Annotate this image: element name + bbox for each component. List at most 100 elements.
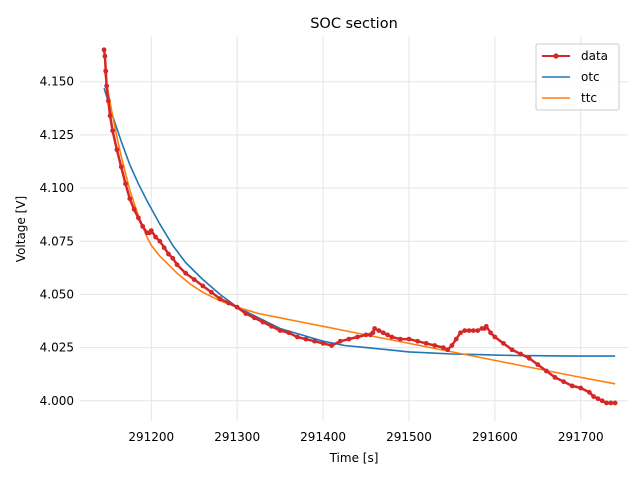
data-point xyxy=(312,338,317,344)
data-point xyxy=(355,334,360,340)
data-point xyxy=(552,374,558,380)
data-point xyxy=(509,347,515,353)
data-point xyxy=(397,336,403,342)
data-point xyxy=(153,234,158,240)
data-point xyxy=(157,238,163,244)
data-point xyxy=(385,332,390,338)
legend-item-otc: otc xyxy=(542,70,600,84)
data-point xyxy=(107,113,113,119)
data-point xyxy=(101,47,107,53)
legend-item-ttc: ttc xyxy=(542,91,597,105)
data-point xyxy=(591,394,597,399)
data-point xyxy=(569,383,575,389)
data-point xyxy=(370,330,376,336)
x-tick-label: 291700 xyxy=(558,430,604,444)
data-point xyxy=(226,300,231,306)
data-point xyxy=(406,336,412,342)
data-point xyxy=(123,181,128,187)
y-tick-label: 4.150 xyxy=(40,75,74,89)
chart-title: SOC section xyxy=(310,16,398,32)
data-point xyxy=(191,277,197,282)
data-point xyxy=(595,396,601,402)
data-point xyxy=(294,334,300,340)
data-point xyxy=(501,340,506,346)
data-point xyxy=(320,340,326,346)
y-tick-label: 4.000 xyxy=(40,394,74,408)
data-point xyxy=(449,343,455,348)
data-point xyxy=(102,53,108,59)
data-point xyxy=(234,304,240,310)
data-point xyxy=(440,345,446,351)
data-point xyxy=(445,347,451,353)
data-point xyxy=(363,332,369,338)
data-point xyxy=(170,255,176,261)
data-point xyxy=(462,328,468,333)
x-tick-label: 291500 xyxy=(386,430,432,444)
data-point xyxy=(526,355,532,361)
data-point xyxy=(286,330,292,336)
legend-label: otc xyxy=(581,70,600,84)
data-point xyxy=(269,323,274,329)
data-point xyxy=(103,68,109,74)
data-point xyxy=(114,147,120,153)
data-point xyxy=(518,351,524,357)
data-point xyxy=(166,251,171,257)
data-point xyxy=(140,223,146,229)
y-tick-label: 4.050 xyxy=(40,287,74,301)
data-point xyxy=(535,362,541,368)
data-point xyxy=(432,343,438,348)
data-point xyxy=(544,368,549,374)
series-data xyxy=(101,47,618,406)
y-tick-label: 4.100 xyxy=(40,181,74,195)
series-line-otc xyxy=(103,87,616,357)
data-point xyxy=(483,323,489,329)
data-point xyxy=(612,400,618,406)
data-point xyxy=(380,330,386,336)
data-point xyxy=(337,338,343,344)
data-point xyxy=(492,334,498,340)
data-point xyxy=(466,328,472,333)
data-point xyxy=(200,283,206,289)
x-axis-ticks: 291200 291300 291400 291500 291600 291700 xyxy=(128,430,603,444)
data-point xyxy=(604,400,609,406)
data-point xyxy=(104,83,110,89)
data-point xyxy=(586,389,592,395)
data-point xyxy=(136,215,141,221)
data-point xyxy=(346,336,352,342)
data-point xyxy=(118,164,124,170)
series-layer xyxy=(101,47,618,406)
data-point xyxy=(329,343,335,348)
data-point xyxy=(131,206,137,212)
legend-label: ttc xyxy=(581,91,597,105)
data-point xyxy=(161,245,167,251)
data-point xyxy=(251,315,257,321)
legend-marker xyxy=(553,53,559,59)
legend-label: data xyxy=(581,49,608,63)
x-tick-label: 291300 xyxy=(214,430,260,444)
data-point xyxy=(127,196,133,202)
data-point xyxy=(277,328,283,333)
data-point xyxy=(423,340,429,346)
x-tick-label: 291400 xyxy=(300,430,346,444)
data-point xyxy=(608,400,614,406)
legend-box xyxy=(535,43,620,111)
x-axis-label: Time [s] xyxy=(329,451,379,465)
y-axis-label: Voltage [V] xyxy=(14,196,28,262)
data-point xyxy=(148,228,154,234)
data-point xyxy=(105,98,111,104)
data-point xyxy=(174,262,180,268)
x-tick-label: 291600 xyxy=(472,430,518,444)
legend: data otc ttc xyxy=(535,43,620,111)
data-point xyxy=(260,319,266,325)
data-point xyxy=(217,296,223,302)
data-point xyxy=(183,270,189,276)
y-tick-label: 4.125 xyxy=(40,128,74,142)
data-point xyxy=(578,385,584,391)
y-axis-ticks: 4.000 4.025 4.050 4.075 4.100 4.125 4.150 xyxy=(40,75,74,408)
data-point xyxy=(209,289,214,295)
data-point xyxy=(561,379,566,385)
x-tick-label: 291200 xyxy=(128,430,174,444)
y-tick-label: 4.075 xyxy=(40,234,74,248)
data-point xyxy=(599,398,605,404)
